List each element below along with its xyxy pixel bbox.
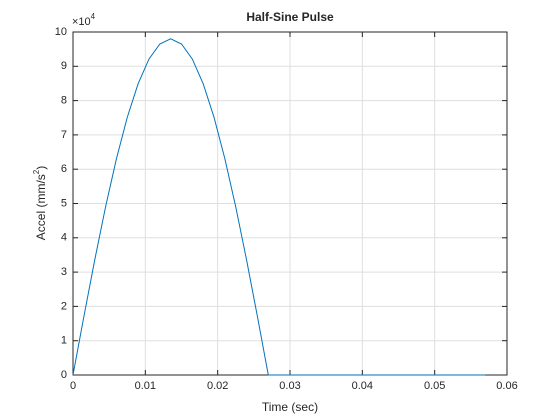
y-tick-label: 2 [61,300,67,312]
y-tick-label: 0 [61,369,67,381]
x-tick-label: 0.01 [135,380,156,392]
y-multiplier-base: ×10 [72,16,91,28]
y-tick-label: 9 [61,60,67,72]
x-axis-label: Time (sec) [262,400,318,414]
y-tick-label: 3 [61,266,67,278]
x-tick-label: 0.06 [496,380,517,392]
x-tick-label: 0 [70,380,76,392]
y-multiplier-power: 4 [91,12,96,21]
y-label-text: ) [34,166,48,170]
y-label-text: Accel (mm/s [34,174,48,240]
y-axis-label: Accel (mm/s2) [32,166,48,240]
x-tick-label: 0.04 [352,380,373,392]
y-tick-label: 4 [61,232,67,244]
y-tick-label: 6 [61,163,67,175]
y-tick-label: 8 [61,95,67,107]
chart-title: Half-Sine Pulse [246,10,334,24]
data-line [72,38,486,376]
y-tick-label: 5 [61,197,67,209]
y-multiplier: ×104 [72,12,96,28]
x-tick-label: 0.05 [424,380,445,392]
y-label-sup: 2 [32,169,41,174]
y-tick-label: 10 [55,26,67,38]
y-tick-label: 1 [61,335,67,347]
x-tick-label: 0.03 [279,380,300,392]
y-tick-label: 7 [61,129,67,141]
x-tick-label: 0.02 [207,380,228,392]
